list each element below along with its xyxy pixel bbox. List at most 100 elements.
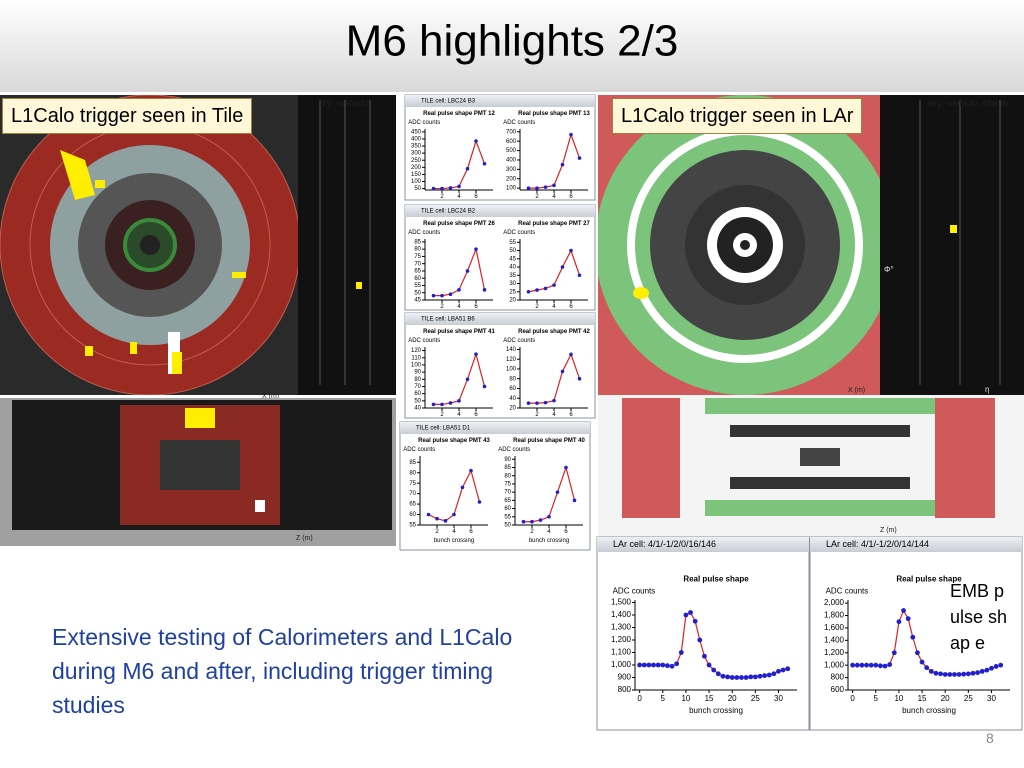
data-point: [674, 661, 680, 667]
data-point: [928, 668, 934, 674]
y-tick-label: 60: [414, 276, 421, 282]
y-tick-label: 150: [411, 172, 422, 178]
data-point: [452, 512, 456, 517]
x-tick-label: 10: [681, 694, 690, 703]
data-point: [431, 186, 436, 191]
x-tick-label: 2: [535, 304, 539, 310]
axis-label: X (m): [848, 387, 865, 394]
y-tick-label: 85: [504, 465, 511, 471]
data-point: [887, 662, 893, 667]
x-tick-label: 4: [457, 194, 461, 200]
data-point: [910, 634, 916, 640]
x-tick-label: 6: [474, 412, 478, 418]
data-point: [577, 156, 582, 160]
data-point: [552, 283, 556, 287]
data-point: [564, 465, 568, 470]
plot-title: Real pulse shape PMT 41: [423, 329, 495, 335]
data-point: [526, 289, 531, 294]
data-point: [896, 619, 902, 625]
x-axis-title: bunch crossing: [529, 538, 569, 544]
y-tick-label: 55: [509, 240, 516, 246]
y-tick-label: 450: [411, 129, 422, 135]
window-titlebar: [405, 95, 595, 107]
y-tick-label: 85: [414, 239, 421, 245]
lar-side-view: [880, 95, 1024, 395]
y-tick-label: 350: [411, 144, 422, 150]
data-point: [535, 186, 539, 190]
y-tick-label: 70: [414, 384, 421, 390]
x-tick-label: 2: [535, 412, 539, 418]
y-tick-label: 75: [409, 481, 416, 487]
x-axis-title: bunch crossing: [434, 538, 474, 544]
plot-title: Real pulse shape: [896, 574, 962, 583]
note: EMB pulse shap e: [950, 581, 1008, 653]
x-tick-label: 4: [552, 412, 556, 418]
data-point: [947, 672, 953, 677]
axis-label: X (m): [262, 393, 279, 400]
x-tick-label: 30: [774, 694, 783, 703]
y-tick-label: 80: [414, 247, 421, 253]
y-tick-label: 90: [504, 457, 511, 463]
y-tick-label: 120: [506, 357, 517, 363]
data-point: [543, 400, 548, 405]
data-point: [482, 161, 487, 166]
x-tick-label: 6: [569, 194, 573, 200]
plot-title: Real pulse shape: [683, 574, 749, 583]
data-point: [729, 675, 735, 680]
y-tick-label: 55: [414, 283, 421, 289]
y-tick-label: 600: [831, 685, 845, 694]
x-tick-label: 4: [552, 194, 556, 200]
window-title: TILE cell: LBC24 B3: [421, 99, 476, 105]
data-point: [933, 670, 939, 676]
y-tick-label: 1,300: [611, 623, 632, 632]
data-point: [688, 610, 693, 615]
axis-label: η: [985, 385, 989, 394]
y-tick-label: 70: [414, 261, 421, 267]
data-point: [552, 183, 556, 188]
x-tick-label: 20: [728, 694, 737, 703]
x-tick-label: 2: [535, 194, 539, 200]
x-tick-label: 15: [918, 694, 927, 703]
data-point: [859, 662, 865, 668]
data-point: [474, 352, 478, 356]
y-tick-label: 55: [409, 523, 416, 529]
data-point: [660, 662, 666, 668]
window-title: TILE cell: LBC24 B2: [421, 209, 476, 215]
plot-title: Real pulse shape PMT 40: [513, 438, 585, 444]
y-tick-label: 45: [414, 298, 421, 304]
y-tick-label: 800: [831, 673, 845, 682]
data-point: [702, 653, 707, 659]
x-tick-label: 15: [705, 694, 714, 703]
y-tick-label: 1,000: [611, 660, 632, 669]
data-point: [989, 665, 994, 671]
x-tick-label: 0: [637, 694, 642, 703]
window-frame: [596, 536, 810, 731]
data-point: [864, 662, 869, 668]
data-point: [952, 672, 957, 677]
data-point: [426, 512, 431, 517]
data-point: [641, 662, 647, 668]
y-axis-title: ADC counts: [503, 338, 535, 344]
data-point: [465, 269, 470, 273]
y-tick-label: 50: [414, 290, 421, 296]
x-tick-label: 4: [457, 412, 461, 418]
window-frame: [399, 421, 591, 551]
data-point: [965, 671, 971, 677]
data-point: [878, 663, 883, 669]
data-point: [443, 519, 448, 523]
x-axis-title: bunch crossing: [902, 706, 956, 715]
tile-display: [0, 95, 298, 395]
plot-title: Real pulse shape PMT 26: [423, 221, 495, 227]
data-point: [431, 402, 436, 407]
data-point: [569, 352, 573, 357]
header-bar: [0, 0, 1024, 92]
x-tick-label: 5: [874, 694, 879, 703]
data-point: [697, 637, 703, 643]
y-tick-label: 20: [509, 406, 516, 412]
data-point: [440, 293, 444, 298]
data-point: [901, 608, 906, 613]
y-tick-label: 50: [509, 248, 516, 254]
y-tick-label: 50: [414, 186, 421, 192]
